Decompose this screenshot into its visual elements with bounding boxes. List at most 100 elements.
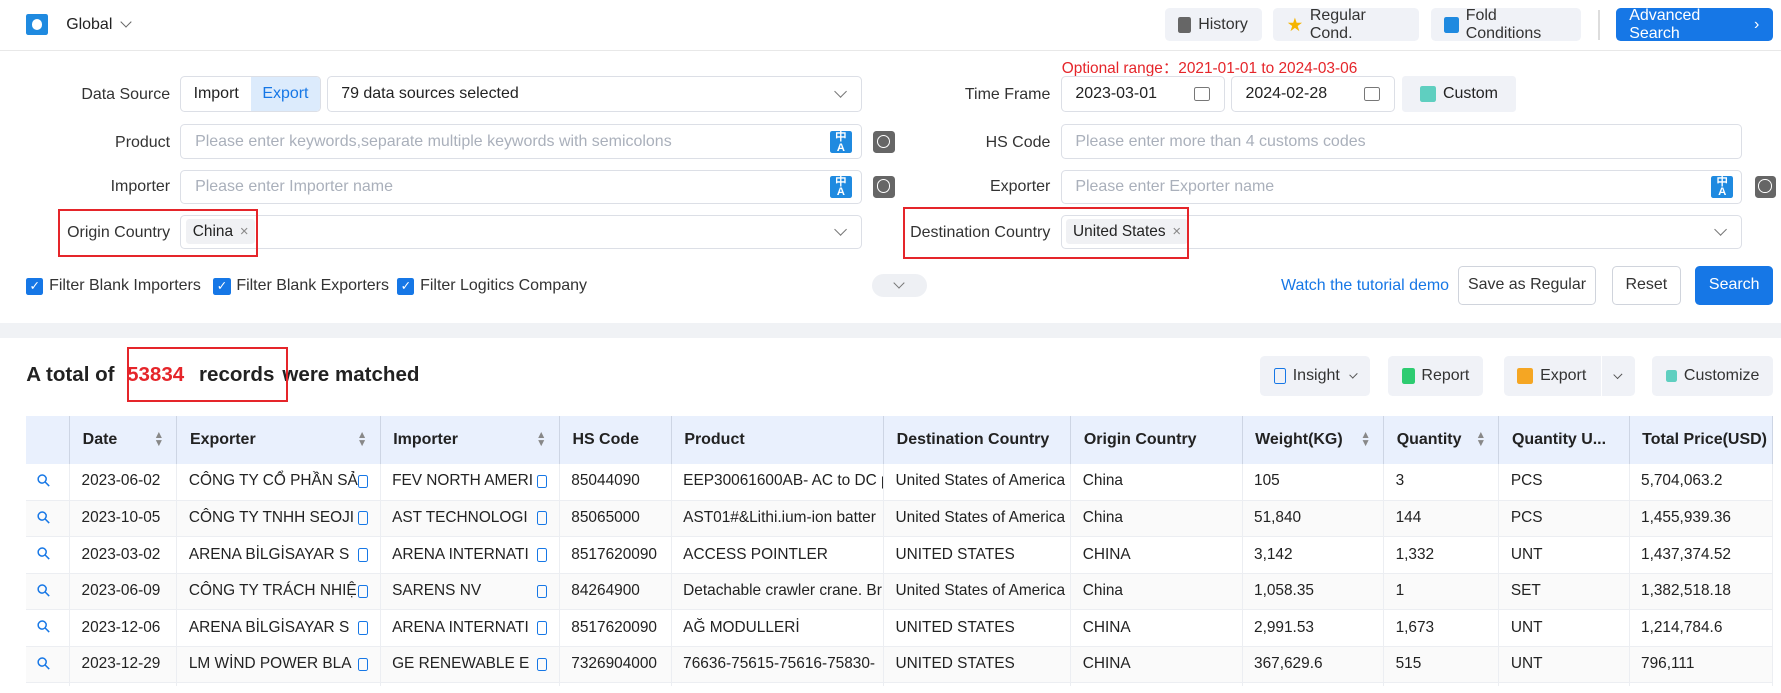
table-cell: UNT [1498,646,1630,684]
copy-icon[interactable] [537,621,548,635]
cell-value: AĞ MODULLERİ [683,618,800,636]
copy-icon[interactable] [357,584,369,599]
view-detail-icon[interactable]: ⚲ [32,652,55,675]
copy-icon[interactable] [537,584,548,599]
history-button[interactable]: History [1164,7,1262,42]
view-detail-icon[interactable]: ⚲ [32,469,55,492]
fold-conditions-button[interactable]: Fold Conditions [1430,7,1582,42]
destination-country-select[interactable]: United States × [1060,214,1743,249]
copy-icon[interactable] [537,657,548,672]
remove-tag-icon[interactable]: × [1172,223,1182,240]
insight-button[interactable]: Insight [1260,356,1371,397]
cell-value: China [1082,582,1124,600]
copy-icon[interactable] [357,474,369,489]
checkbox-label: Filter Blank Importers [49,277,201,295]
scope-selector[interactable]: Global [26,13,132,36]
table-cell [1383,682,1500,687]
report-button[interactable]: Report [1388,356,1484,397]
table-cell: 1,673 [1383,609,1500,647]
tutorial-link[interactable]: Watch the tutorial demo [1280,277,1450,295]
table-cell: AST TECHNOLOGI [380,500,560,538]
view-detail-icon[interactable]: ⚲ [32,506,55,529]
data-source-select[interactable]: 79 data sources selected [326,76,862,112]
product-input[interactable]: Please enter keywords,separate multiple … [180,124,862,159]
search-button[interactable]: Search [1695,266,1774,305]
regular-cond-button[interactable]: ★ Regular Cond. [1272,7,1420,42]
data-source-value: 79 data sources selected [341,85,519,103]
cell-value: AST01#&Lithi.ium-ion batter [683,509,876,527]
column-header[interactable]: Importer ▲ ▼ [380,415,560,464]
origin-country-select[interactable]: China × [180,214,862,249]
filter-blank-importers-checkbox[interactable]: ✓ Filter Blank Importers [26,277,201,295]
export-tab[interactable]: Export [251,77,320,111]
importer-input[interactable]: Please enter Importer name [180,170,862,205]
cell-value: ACCESS POINTLER [683,545,828,563]
column-header[interactable]: Exporter ▲ ▼ [176,415,381,464]
cell-value: 2023-06-09 [81,582,161,600]
date-to-input[interactable]: 2024-02-28 [1230,76,1396,112]
insight-icon [1274,368,1286,385]
save-as-regular-button[interactable]: Save as Regular [1457,266,1597,305]
sort-icon[interactable]: ▲ ▼ [536,429,547,449]
date-from-input[interactable]: 2023-03-01 [1060,76,1226,112]
chevron-right-icon: › [1754,15,1760,33]
copy-icon[interactable] [537,511,548,526]
reset-button[interactable]: Reset [1612,266,1681,305]
column-header[interactable]: Date ▲ ▼ [69,415,178,464]
table-cell: 76636-75615-75616-75830- [671,646,885,684]
view-detail-icon[interactable]: ⚲ [32,542,55,566]
view-detail-icon[interactable]: ⚲ [32,579,55,602]
column-header-label: Destination Country [896,430,1050,448]
hs-code-input[interactable]: Please enter more than 4 customs codes [1060,124,1743,159]
copy-icon[interactable] [537,474,548,489]
sort-icon[interactable]: ▲ ▼ [1475,429,1486,449]
sort-icon[interactable]: ▲ ▼ [356,429,368,449]
chevron-down-icon [1714,222,1728,236]
search-icon[interactable] [873,131,896,153]
search-icon[interactable] [1754,175,1777,198]
advanced-search-button[interactable]: Advanced Search › [1615,7,1774,42]
customize-button[interactable]: Customize [1652,356,1774,397]
filter-logistics-checkbox[interactable]: ✓ Filter Logitics Company [397,277,587,295]
insight-label: Insight [1292,367,1340,385]
table-cell: 51,840 [1242,500,1385,538]
chevron-down-icon [833,222,847,236]
sort-icon[interactable]: ▲ ▼ [1360,429,1371,449]
export-button[interactable]: Export [1503,356,1601,397]
chevron-down-icon [1349,370,1358,379]
export-options-button[interactable] [1601,356,1635,397]
table-cell: 3,142 [1242,536,1385,574]
cell-value: UNITED STATES [895,545,1015,563]
remove-tag-icon[interactable]: × [239,223,249,240]
expand-conditions-button[interactable] [872,274,928,297]
table-cell: PCS [1498,500,1630,538]
copy-icon[interactable] [357,511,369,526]
row-action-cell: ⚲ [26,500,71,538]
table-cell [559,682,672,687]
copy-icon[interactable] [357,547,369,562]
calendar-icon [1194,86,1211,102]
copy-icon[interactable] [357,657,369,672]
table-cell: PCS [1498,463,1630,501]
copy-icon[interactable] [357,621,369,635]
copy-icon[interactable] [537,547,548,562]
filter-blank-exporters-checkbox[interactable]: ✓ Filter Blank Exporters [213,277,389,295]
view-detail-icon[interactable]: ⚲ [32,615,55,639]
custom-button[interactable]: Custom [1402,76,1517,112]
table-cell [1242,682,1385,687]
table-cell: 1,437,374.52 [1629,536,1774,574]
column-header[interactable]: Quantity ▲ ▼ [1383,415,1500,464]
column-header-label: Total Price(USD) [1642,430,1767,448]
sort-icon[interactable]: ▲ ▼ [153,429,164,449]
table-cell [380,682,560,687]
import-tab[interactable]: Import [193,85,239,103]
search-icon[interactable] [873,175,896,198]
exporter-input[interactable]: Please enter Exporter name [1060,170,1743,205]
cell-value: LM WİND POWER BLA [188,655,352,673]
calendar-icon [1364,86,1381,102]
table-row [26,682,1774,687]
column-header[interactable]: Weight(KG) ▲ ▼ [1242,415,1385,464]
